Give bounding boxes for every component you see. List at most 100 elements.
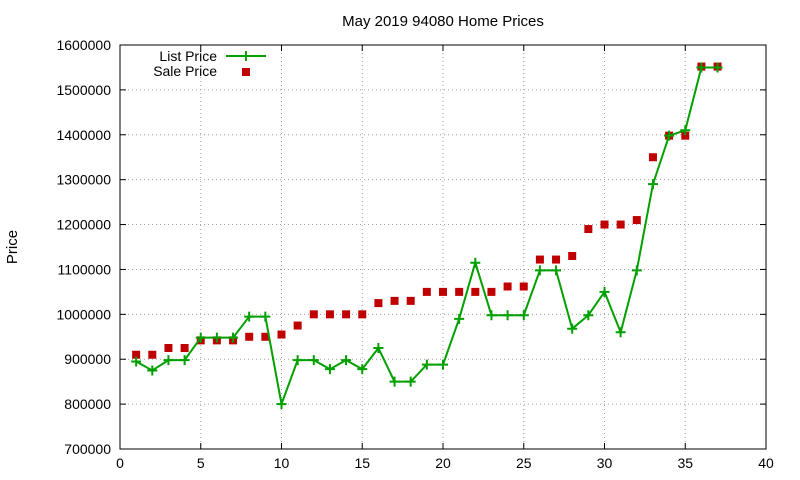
sale-price-point <box>325 310 334 319</box>
sale-price-point <box>487 287 496 296</box>
chart-title: May 2019 94080 Home Prices <box>342 13 544 30</box>
list-price-point <box>163 355 174 366</box>
sale-price-point <box>245 332 254 341</box>
x-tick-label: 40 <box>758 455 774 471</box>
list-price-point <box>373 343 384 353</box>
list-price-point <box>470 257 481 268</box>
x-tick-label: 30 <box>597 455 613 471</box>
list-price-point <box>712 62 723 73</box>
sale-price-point <box>148 350 157 359</box>
list-price-point <box>211 332 222 343</box>
sale-price-point <box>568 251 577 260</box>
legend-marker-list-price <box>241 51 251 61</box>
x-tick-label: 35 <box>677 455 693 471</box>
list-price-point <box>664 130 675 141</box>
list-price-point <box>244 311 255 322</box>
sale-price-point <box>374 299 383 308</box>
sale-price-point <box>681 131 690 140</box>
x-tick-label: 5 <box>197 455 205 471</box>
sale-price-point <box>648 153 657 162</box>
list-price-point <box>147 365 158 376</box>
sale-price-point <box>277 330 286 339</box>
series-layer <box>131 62 723 410</box>
y-tick-label: 1000000 <box>56 306 111 322</box>
list-price-point <box>179 355 190 366</box>
list-price-point <box>567 323 578 334</box>
list-price-point <box>276 399 287 410</box>
sale-price-point <box>552 255 561 264</box>
sale-price-point <box>632 216 641 225</box>
sale-price-point <box>406 296 415 305</box>
list-price-point <box>131 356 142 367</box>
sale-price-point <box>584 225 593 234</box>
sale-price-point <box>535 255 544 264</box>
y-tick-label: 700000 <box>64 441 111 457</box>
list-price-point <box>534 265 545 276</box>
x-tick-label: 15 <box>354 455 370 471</box>
sale-price-point <box>422 287 431 296</box>
sale-price-point <box>600 220 609 229</box>
list-price-point <box>486 310 497 321</box>
x-tick-label: 10 <box>274 455 290 471</box>
grid-layer <box>120 45 766 449</box>
y-tick-label: 1300000 <box>56 172 111 188</box>
list-price-point <box>680 125 691 136</box>
sale-price-point <box>503 282 512 291</box>
list-price-point <box>583 310 594 321</box>
list-price-point <box>518 310 529 321</box>
sale-price-point <box>180 344 189 352</box>
sale-price-point <box>342 310 351 319</box>
tick-layer: 0 5 10 15 20 25 30 35 40 700000 800000 900000 100000… <box>56 37 774 471</box>
y-tick-label: 800000 <box>64 396 111 412</box>
sale-price-point <box>293 321 302 330</box>
series-sale-price <box>132 62 722 359</box>
list-price-point <box>599 286 610 297</box>
list-price-point <box>454 313 465 324</box>
sale-price-point <box>164 344 173 352</box>
list-price-point <box>502 310 513 321</box>
sale-price-point <box>439 287 447 296</box>
series-list-price <box>131 62 723 410</box>
y-tick-label: 1100000 <box>58 261 112 277</box>
sale-price-point <box>390 296 399 305</box>
list-price-point <box>405 376 416 387</box>
list-price-point <box>696 62 707 73</box>
sale-price-point <box>455 287 464 296</box>
list-price-point <box>421 359 432 370</box>
list-price-point <box>292 355 303 366</box>
legend: List Price Sale Price <box>153 48 266 79</box>
list-price-point <box>631 265 642 276</box>
sale-price-point <box>519 282 528 291</box>
list-price-point <box>341 355 352 366</box>
list-price-point <box>389 376 400 387</box>
sale-price-point <box>132 350 141 359</box>
x-tick-label: 25 <box>516 455 532 471</box>
list-price-point <box>228 332 239 343</box>
y-axis-label: Price <box>4 230 21 264</box>
x-tick-label: 20 <box>435 455 451 471</box>
sale-price-point <box>616 220 625 229</box>
legend-marker-sale-price <box>242 68 250 76</box>
list-price-point <box>551 265 562 276</box>
list-price-point <box>438 359 448 370</box>
legend-entry-sale-price: Sale Price <box>153 63 217 79</box>
sale-price-point <box>358 310 367 319</box>
sale-price-point <box>309 310 318 319</box>
y-tick-label: 1400000 <box>56 127 111 143</box>
y-tick-label: 1500000 <box>56 82 111 98</box>
list-price-point <box>260 311 271 322</box>
sale-price-point <box>471 287 480 296</box>
x-tick-label: 0 <box>116 455 124 471</box>
sale-price-point <box>261 332 270 341</box>
list-price-point <box>324 364 335 375</box>
y-tick-label: 1200000 <box>56 217 111 233</box>
y-tick-label: 1600000 <box>56 37 111 53</box>
list-price-point <box>195 332 206 343</box>
list-price-point <box>615 327 626 338</box>
legend-entry-list-price: List Price <box>159 48 217 64</box>
list-price-point <box>357 364 368 375</box>
list-price-point <box>647 179 658 190</box>
y-tick-label: 900000 <box>64 351 111 367</box>
